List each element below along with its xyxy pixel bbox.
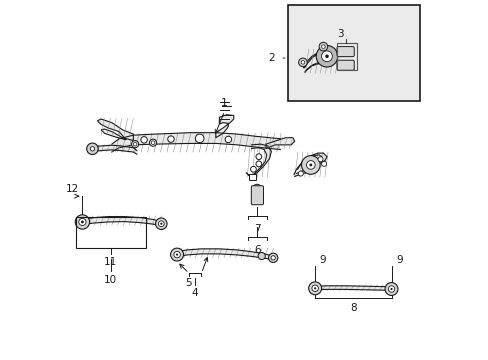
Circle shape [389, 288, 392, 290]
Text: 11: 11 [104, 257, 117, 267]
Polygon shape [265, 138, 294, 148]
Polygon shape [303, 50, 336, 72]
Polygon shape [215, 115, 233, 138]
Circle shape [158, 221, 164, 226]
Text: 4: 4 [191, 288, 198, 298]
Text: 5: 5 [185, 278, 192, 288]
Circle shape [306, 161, 314, 169]
Polygon shape [246, 144, 271, 176]
FancyBboxPatch shape [251, 186, 263, 205]
Circle shape [86, 143, 98, 154]
Text: 2: 2 [268, 53, 274, 63]
Circle shape [258, 252, 265, 260]
Circle shape [268, 253, 277, 262]
Circle shape [319, 42, 327, 51]
Circle shape [170, 248, 183, 261]
Bar [76, 217, 145, 248]
Polygon shape [94, 145, 137, 154]
Circle shape [301, 60, 304, 64]
Circle shape [301, 156, 320, 174]
Circle shape [298, 58, 306, 67]
Circle shape [195, 134, 203, 143]
Text: 7: 7 [254, 224, 260, 234]
Circle shape [321, 45, 325, 48]
Circle shape [141, 136, 147, 143]
Text: 1: 1 [221, 98, 228, 108]
Circle shape [255, 154, 261, 159]
Circle shape [176, 253, 178, 256]
Bar [287, 5, 419, 101]
Circle shape [270, 256, 275, 260]
Circle shape [308, 282, 321, 295]
Circle shape [313, 287, 316, 289]
Text: 3: 3 [337, 29, 343, 39]
Circle shape [155, 218, 167, 229]
Polygon shape [81, 217, 161, 226]
Bar [248, 174, 255, 180]
Circle shape [309, 163, 312, 166]
Circle shape [311, 285, 318, 292]
FancyBboxPatch shape [336, 60, 353, 70]
Circle shape [174, 251, 180, 258]
Circle shape [149, 139, 156, 146]
Circle shape [321, 51, 332, 62]
FancyBboxPatch shape [336, 46, 353, 57]
Bar [336, 42, 356, 69]
Circle shape [90, 147, 94, 151]
Circle shape [151, 141, 155, 144]
Circle shape [81, 221, 83, 224]
Circle shape [79, 219, 86, 226]
Circle shape [321, 161, 326, 166]
Polygon shape [112, 133, 280, 152]
Circle shape [75, 215, 89, 229]
Circle shape [384, 283, 397, 296]
Circle shape [317, 157, 323, 162]
Circle shape [250, 166, 256, 172]
Circle shape [255, 161, 261, 167]
Text: 8: 8 [349, 303, 356, 312]
Circle shape [325, 54, 328, 58]
Circle shape [167, 136, 174, 142]
Polygon shape [97, 119, 133, 140]
Polygon shape [314, 286, 391, 291]
Text: 6: 6 [254, 244, 260, 255]
Text: 12: 12 [65, 184, 79, 194]
Text: 9: 9 [395, 255, 402, 265]
Polygon shape [293, 153, 326, 176]
Circle shape [131, 140, 139, 148]
Circle shape [160, 223, 162, 225]
Text: 10: 10 [104, 275, 117, 285]
Circle shape [316, 45, 337, 67]
Circle shape [252, 184, 261, 194]
Circle shape [298, 171, 303, 176]
Text: 9: 9 [319, 255, 326, 265]
Polygon shape [176, 249, 273, 260]
Circle shape [224, 136, 231, 143]
Circle shape [387, 286, 394, 292]
Circle shape [133, 142, 137, 146]
